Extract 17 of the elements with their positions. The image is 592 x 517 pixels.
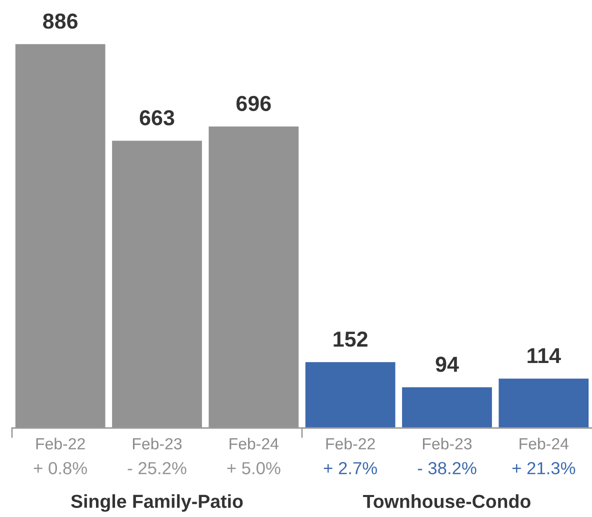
data-label: 152 <box>334 332 368 347</box>
data-label: 94 <box>436 356 459 372</box>
data-label: 696 <box>236 96 271 112</box>
data-label: 114 <box>528 348 561 364</box>
category-label: Feb-24 + 21.3% <box>512 438 576 474</box>
data-label: 886 <box>43 14 78 29</box>
text: Single Family-Patio <box>71 494 243 512</box>
bar <box>305 362 396 428</box>
category-label: Feb-23 - 38.2% <box>418 438 476 474</box>
data-label: 663 <box>140 110 174 126</box>
category-label: Feb-23 - 25.2% <box>128 438 186 474</box>
bar <box>498 378 589 428</box>
category-label: Feb-22 + 2.7% <box>324 438 377 474</box>
category-label: Feb-22 + 0.8% <box>34 438 87 474</box>
category-label: Feb-24 + 5.0% <box>227 438 280 474</box>
bar <box>402 387 492 428</box>
text: Townhouse-Condo <box>363 494 530 508</box>
